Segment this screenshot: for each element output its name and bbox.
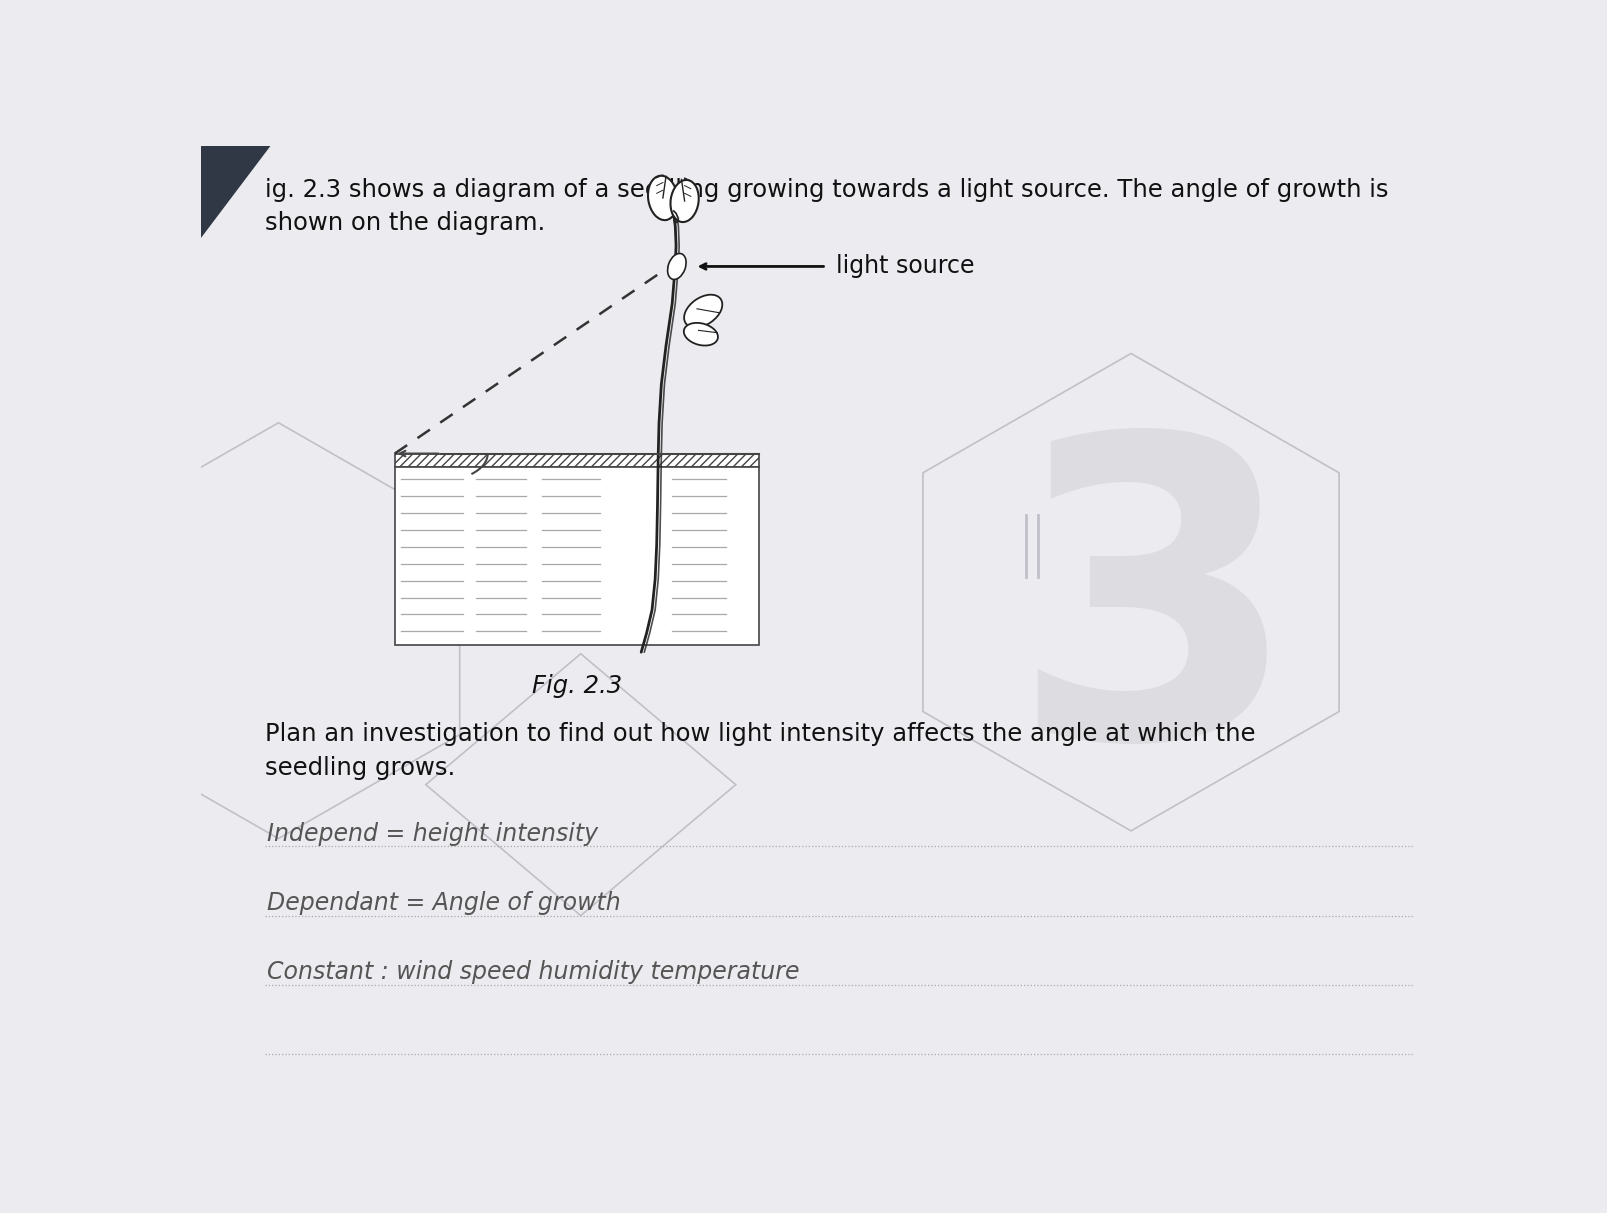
Ellipse shape bbox=[683, 323, 717, 346]
Text: Dependant = Angle of growth: Dependant = Angle of growth bbox=[267, 890, 620, 915]
Text: light source: light source bbox=[836, 255, 974, 279]
Text: seedling grows.: seedling grows. bbox=[265, 756, 455, 780]
Text: 3: 3 bbox=[1009, 421, 1298, 825]
Text: Independ = height intensity: Independ = height intensity bbox=[267, 821, 598, 845]
Text: Fig. 2.3: Fig. 2.3 bbox=[532, 673, 622, 697]
Text: Plan an investigation to find out how light intensity affects the angle at which: Plan an investigation to find out how li… bbox=[265, 722, 1255, 746]
Ellipse shape bbox=[667, 254, 686, 279]
Ellipse shape bbox=[683, 295, 722, 328]
Bar bbox=[394, 454, 759, 467]
Text: Constant : wind speed humidity temperature: Constant : wind speed humidity temperatu… bbox=[267, 961, 799, 984]
Polygon shape bbox=[201, 146, 270, 238]
Text: shown on the diagram.: shown on the diagram. bbox=[265, 211, 545, 235]
Ellipse shape bbox=[648, 176, 678, 220]
Text: ig. 2.3 shows a diagram of a seedling growing towards a light source. The angle : ig. 2.3 shows a diagram of a seedling gr… bbox=[265, 178, 1387, 201]
Bar bbox=[394, 467, 759, 644]
Ellipse shape bbox=[670, 180, 699, 222]
